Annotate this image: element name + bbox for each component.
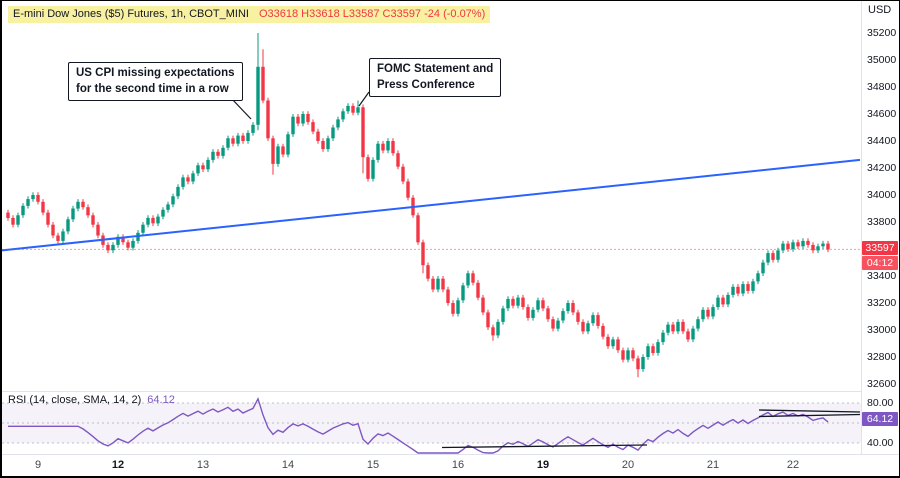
annotation-pointer [358, 91, 370, 107]
price-axis-label: 35000 [867, 54, 897, 66]
time-axis-label: 13 [196, 459, 210, 471]
symbol-legend[interactable]: E-mini Dow Jones ($5) Futures, 1h, CBOT_… [8, 6, 491, 23]
rsi-axis-label: 40.00 [867, 437, 894, 449]
price-axis-label: 34800 [867, 81, 897, 93]
time-axis-label: 14 [281, 459, 295, 471]
rsi-analysis-line[interactable] [441, 444, 648, 449]
price-chart-canvas[interactable] [2, 1, 864, 455]
annotation-pointer [230, 97, 252, 120]
rsi-analysis-line[interactable] [758, 409, 861, 413]
time-axis-label: 19 [536, 459, 550, 471]
rsi-value-badge: 64.12 [862, 411, 898, 426]
rsi-line [8, 396, 829, 454]
time-axis-label: 16 [451, 459, 465, 471]
last-price-badge: 33597 [862, 241, 898, 256]
annotation-cpi[interactable]: US CPI missing expectations for the seco… [68, 62, 243, 102]
price-axis-label: 34200 [867, 162, 897, 174]
time-axis[interactable]: 9 12 13 14 15 16 19 20 21 22 [2, 454, 899, 476]
time-axis-label: 9 [34, 459, 42, 471]
rsi-analysis-line[interactable] [758, 413, 861, 418]
rsi-axis-label: 80.00 [867, 397, 894, 409]
annotation-fomc[interactable]: FOMC Statement and Press Conference [369, 58, 502, 98]
rsi-legend[interactable]: RSI (14, close, SMA, 14, 2) 64.12 [8, 394, 175, 406]
price-axis-label: 33200 [867, 297, 897, 309]
symbol-title[interactable]: E-mini Dow Jones ($5) Futures, 1h, CBOT_… [13, 8, 249, 20]
rsi-title: RSI (14, close, SMA, 14, 2) [8, 394, 142, 406]
price-axis-label: 34400 [867, 135, 897, 147]
currency-label: USD [868, 4, 892, 16]
price-axis-label: 33400 [867, 270, 897, 282]
ohlc-values: O33618 H33618 L33587 C33597 -24 (-0.07%) [258, 8, 486, 20]
time-axis-label: 15 [366, 459, 380, 471]
price-axis-label: 33000 [867, 324, 897, 336]
price-axis-label: 34000 [867, 189, 897, 201]
time-axis-label: 12 [111, 459, 125, 471]
time-axis-label: 22 [786, 459, 800, 471]
candlesticks [6, 33, 830, 378]
price-axis[interactable]: USD 35200 35000 34800 34600 34400 34200 34000 3… [861, 1, 899, 454]
price-axis-label: 32800 [867, 351, 897, 363]
rsi-current-value: 64.12 [147, 394, 175, 406]
time-axis-label: 20 [621, 459, 635, 471]
price-axis-label: 35200 [867, 27, 897, 39]
price-axis-label: 32600 [867, 378, 897, 390]
price-axis-label: 33800 [867, 216, 897, 228]
time-axis-label: 21 [706, 459, 720, 471]
candle-countdown-badge: 04:12 [862, 256, 898, 271]
trendline[interactable] [2, 158, 861, 252]
price-axis-label: 34600 [867, 108, 897, 120]
